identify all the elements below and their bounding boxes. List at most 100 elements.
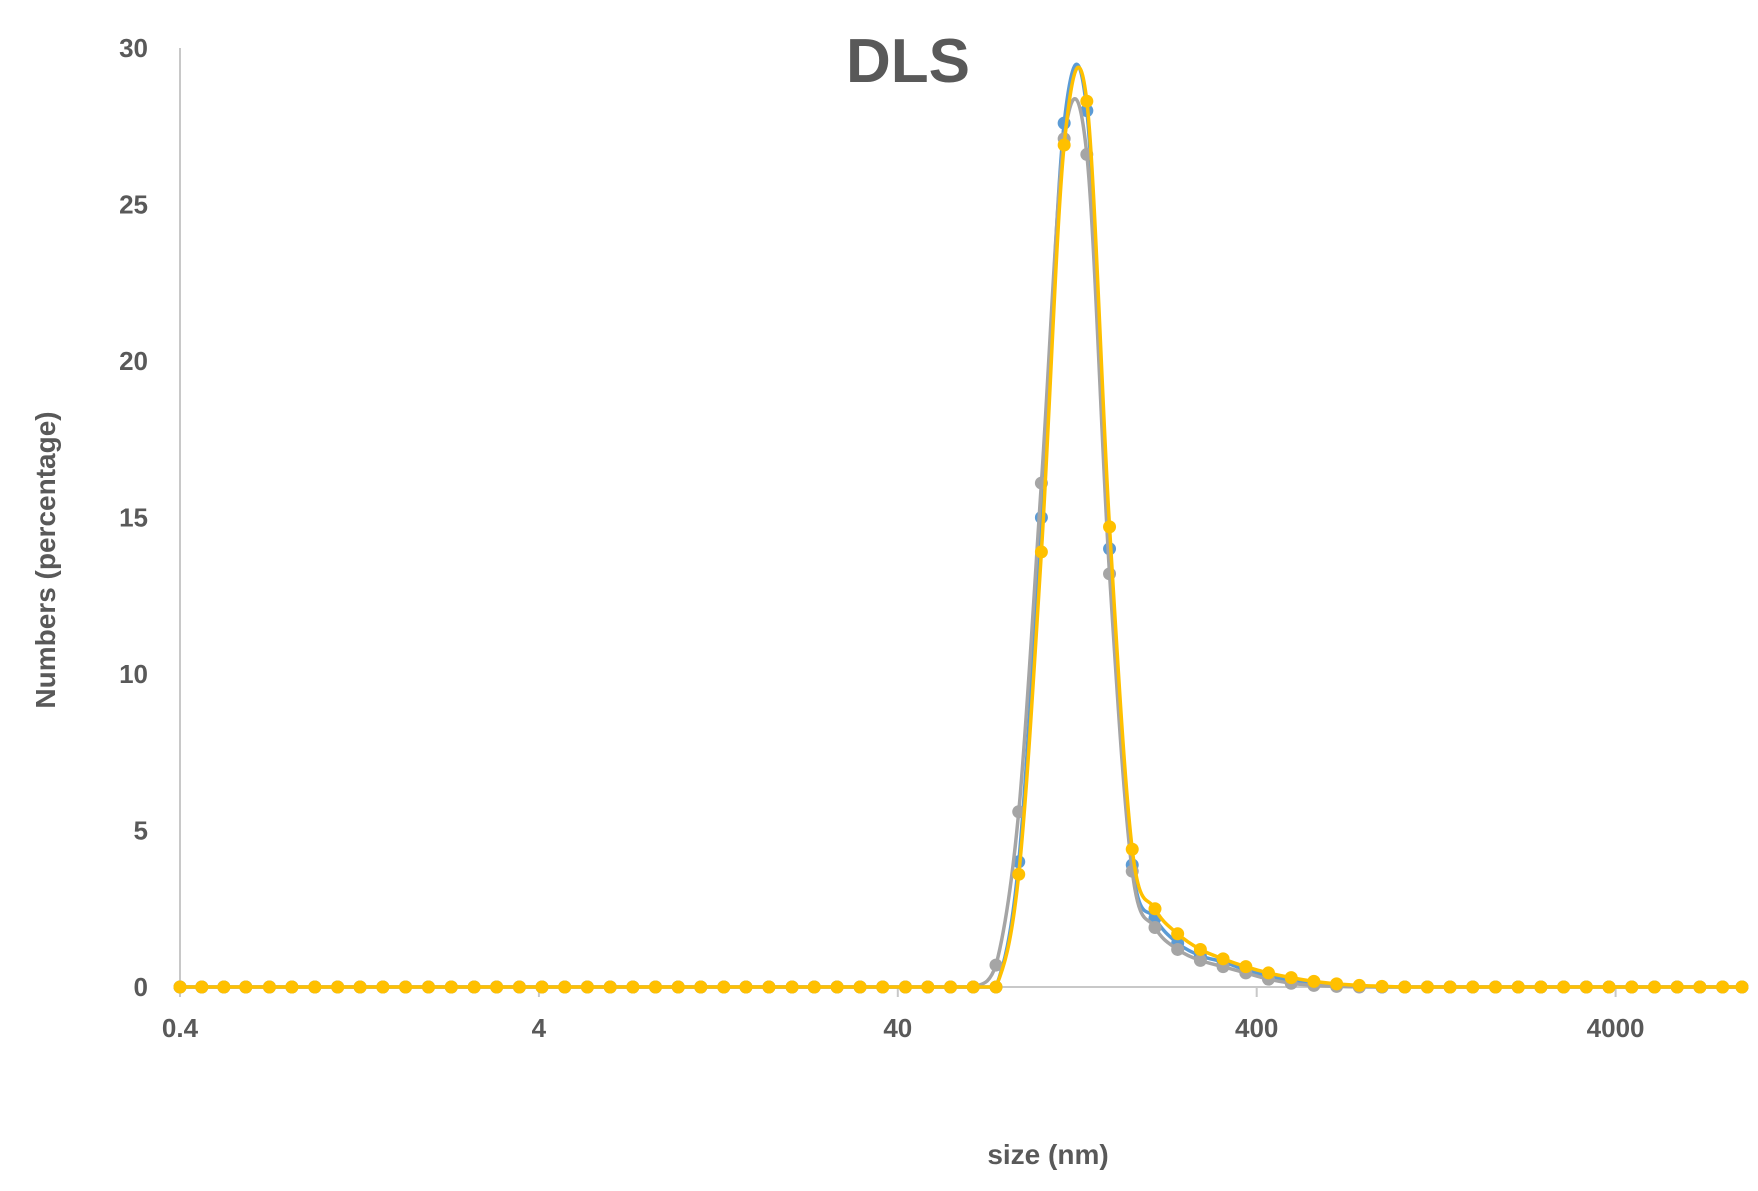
data-point xyxy=(558,980,572,994)
chart-title: DLS xyxy=(846,27,970,96)
y-tick-label: 30 xyxy=(119,33,148,63)
data-point xyxy=(626,980,640,994)
data-point xyxy=(1193,942,1207,956)
data-point xyxy=(1511,980,1525,994)
data-point xyxy=(1443,980,1457,994)
y-axis-title: Numbers (percentage) xyxy=(30,411,61,708)
data-point xyxy=(1735,980,1749,994)
series-line xyxy=(180,65,1742,989)
data-point xyxy=(1216,952,1230,966)
data-point xyxy=(807,980,821,994)
x-tick-label: 4000 xyxy=(1587,1013,1645,1043)
data-point xyxy=(648,980,662,994)
x-tick-label: 40 xyxy=(883,1013,912,1043)
data-point xyxy=(717,980,731,994)
data-point xyxy=(1012,867,1026,881)
series-2 xyxy=(173,97,1749,994)
data-point xyxy=(1171,927,1185,941)
data-point xyxy=(1171,942,1185,956)
data-point xyxy=(490,980,504,994)
data-point xyxy=(830,980,844,994)
y-tick-label: 25 xyxy=(119,190,148,220)
data-point xyxy=(173,980,187,994)
data-point xyxy=(1307,974,1321,988)
data-point xyxy=(331,980,345,994)
data-point xyxy=(1261,966,1275,980)
data-point xyxy=(603,980,617,994)
data-point xyxy=(1352,978,1366,992)
data-point xyxy=(353,980,367,994)
data-point xyxy=(1625,980,1639,994)
data-point xyxy=(989,958,1003,972)
data-point xyxy=(444,980,458,994)
data-point xyxy=(1284,971,1298,985)
y-tick-label: 10 xyxy=(119,659,148,689)
data-point xyxy=(239,980,253,994)
data-point xyxy=(1716,980,1730,994)
data-point xyxy=(739,980,753,994)
data-point xyxy=(1557,980,1571,994)
data-point xyxy=(1057,138,1071,152)
data-point xyxy=(535,980,549,994)
data-point xyxy=(1534,980,1548,994)
data-point xyxy=(966,980,980,994)
data-point xyxy=(876,980,890,994)
data-point xyxy=(467,980,481,994)
series-line xyxy=(180,97,1742,989)
data-point xyxy=(1125,842,1139,856)
series-1 xyxy=(173,62,1749,994)
data-point xyxy=(1080,94,1094,108)
data-point xyxy=(671,980,685,994)
x-tick-label: 400 xyxy=(1235,1013,1278,1043)
data-point xyxy=(1193,953,1207,967)
data-point xyxy=(989,980,1003,994)
data-point xyxy=(308,980,322,994)
data-point xyxy=(195,980,209,994)
data-point xyxy=(580,980,594,994)
data-point xyxy=(1375,979,1389,993)
data-point xyxy=(1602,980,1616,994)
data-point xyxy=(1148,902,1162,916)
data-point xyxy=(1012,805,1026,819)
data-point xyxy=(376,980,390,994)
data-point xyxy=(694,980,708,994)
data-point xyxy=(1466,980,1480,994)
data-point xyxy=(1398,980,1412,994)
series-line xyxy=(180,62,1742,989)
data-point xyxy=(422,980,436,994)
data-point xyxy=(1579,980,1593,994)
data-point xyxy=(262,980,276,994)
data-point xyxy=(785,980,799,994)
data-point xyxy=(944,980,958,994)
y-tick-label: 0 xyxy=(134,972,148,1002)
data-point xyxy=(762,980,776,994)
data-point xyxy=(285,980,299,994)
x-tick-label: 4 xyxy=(532,1013,547,1043)
y-tick-label: 20 xyxy=(119,346,148,376)
data-point xyxy=(1647,980,1661,994)
series-3 xyxy=(173,65,1749,994)
data-point xyxy=(853,980,867,994)
data-point xyxy=(898,980,912,994)
data-point xyxy=(1670,980,1684,994)
data-point xyxy=(1693,980,1707,994)
data-point xyxy=(1239,960,1253,974)
data-point xyxy=(512,980,526,994)
data-point xyxy=(1488,980,1502,994)
data-point xyxy=(1148,921,1162,935)
y-tick-label: 5 xyxy=(134,816,148,846)
y-tick-label: 15 xyxy=(119,503,148,533)
data-point xyxy=(1034,545,1048,559)
x-axis-title: size (nm) xyxy=(987,1139,1108,1170)
data-point xyxy=(1103,520,1117,534)
data-point xyxy=(217,980,231,994)
y-axis: 0 5 10 15 20 25 30 xyxy=(119,33,181,1002)
data-point xyxy=(1330,977,1344,991)
data-point xyxy=(921,980,935,994)
data-point xyxy=(399,980,413,994)
x-axis: 0.4 4 40 400 4000 xyxy=(162,986,1742,1043)
data-point xyxy=(1420,980,1434,994)
x-tick-label: 0.4 xyxy=(162,1013,199,1043)
